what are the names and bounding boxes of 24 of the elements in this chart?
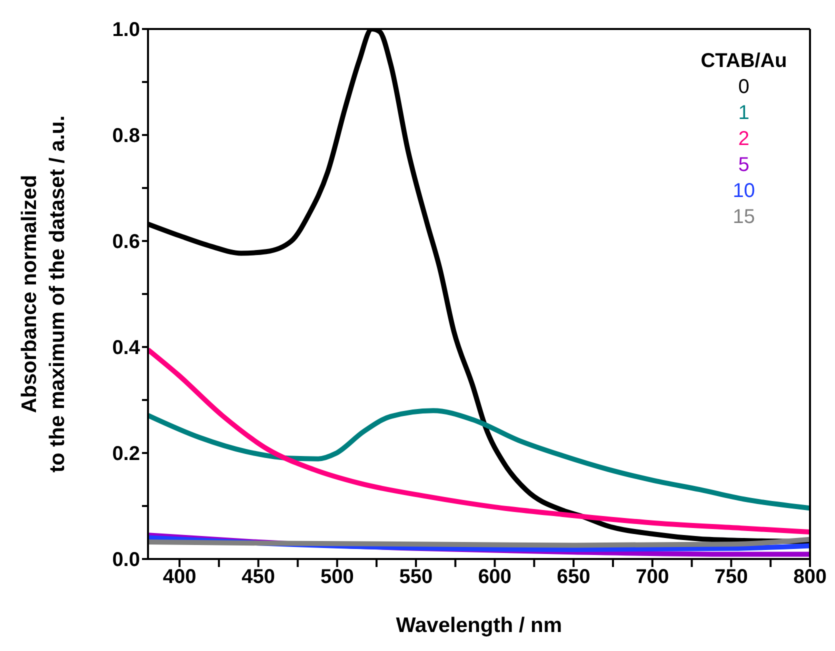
- text: 5: [737, 153, 750, 178]
- text: 15: [732, 205, 756, 230]
- x-tick-label: 600: [478, 566, 512, 588]
- text: 0: [737, 75, 750, 100]
- x-tick-label: 500: [320, 566, 354, 588]
- x-tick-label: 550: [399, 566, 433, 588]
- y-tick-label: 0.6: [112, 231, 140, 254]
- x-tick-label: 750: [714, 566, 748, 588]
- y-tick-label: 0.8: [112, 125, 140, 148]
- y-tick-label: 0.4: [112, 337, 141, 360]
- text: 10: [732, 179, 756, 204]
- y-tick-label: 1.0: [112, 19, 140, 42]
- text: 1: [737, 101, 750, 126]
- y-tick-label: 0.0: [112, 549, 140, 572]
- x-tick-label: 400: [162, 566, 196, 588]
- y-axis-title: Absorbance normalized to the maximum of the dataset / a.u.: [18, 115, 69, 473]
- x-tick-label: 800: [793, 566, 827, 588]
- legend-title: CTAB/Au: [700, 49, 787, 74]
- x-tick-label: 650: [556, 566, 590, 588]
- x-tick-label: 700: [636, 566, 670, 588]
- x-axis-title: Wavelength / nm: [396, 614, 562, 637]
- x-tick-label: 450: [242, 566, 276, 588]
- text: 2: [737, 127, 750, 152]
- y-tick-label: 0.2: [112, 443, 140, 466]
